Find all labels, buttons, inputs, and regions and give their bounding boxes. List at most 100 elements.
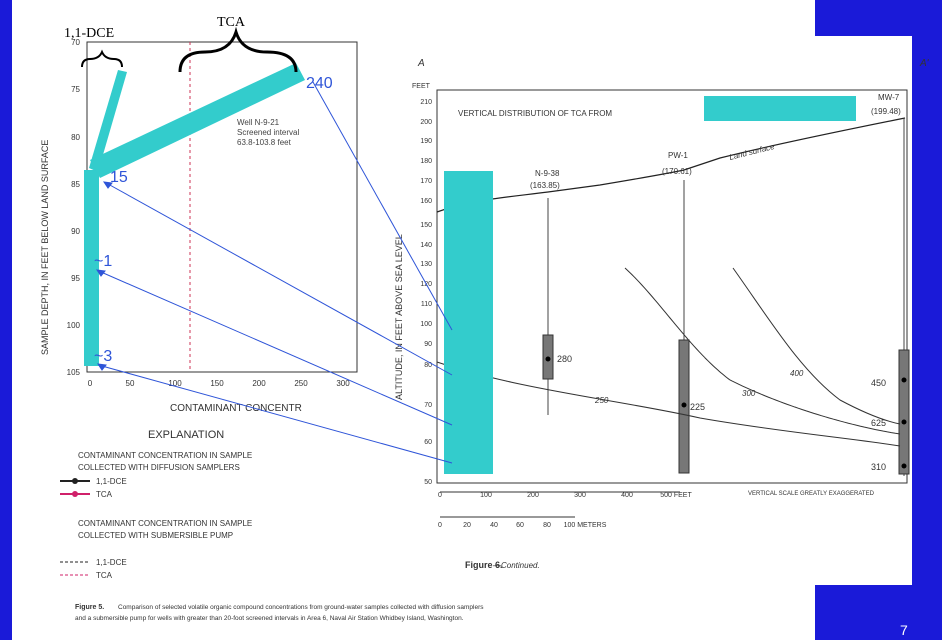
tca-brace (178, 26, 298, 73)
value-3: ~3 (94, 348, 112, 365)
value-annotations: 240 15 ~1 ~3 (94, 75, 333, 365)
well-mw7-value-b: 625 (871, 418, 886, 428)
left-x-tick: 0 (88, 379, 93, 388)
value-240: 240 (306, 75, 333, 92)
left-x-axis-label: CONTAMINANT CONCENTR (170, 403, 302, 414)
connector-arrows (95, 81, 453, 464)
well-mw7-screen (898, 349, 910, 475)
scale-meter-tick: 60 (516, 522, 524, 529)
well-pw1-name: PW-1 (668, 151, 688, 160)
contour-400 (732, 267, 901, 425)
scale-meter-tick: 80 (543, 522, 551, 529)
right-y-tick: 100 (420, 321, 432, 328)
left-x-tick: 50 (126, 379, 135, 388)
left-y-tick: 105 (67, 368, 81, 377)
well-mw7-value-a: 450 (871, 378, 886, 388)
dce-brace-label: 1,1-DCE (64, 26, 114, 41)
arrow-head (95, 269, 106, 277)
right-plot: A A' FEET VERTICAL DISTRIBUTION OF TCA F… (394, 58, 930, 570)
right-y-tick: 210 (420, 99, 432, 106)
scale-feet-tick: 500 FEET (660, 492, 692, 499)
scale-feet-tick: 100 (480, 492, 492, 499)
right-y-tick: 200 (420, 119, 432, 126)
scale-meter-tick: 0 (438, 522, 442, 529)
right-y-axis-label: ALTITUDE, IN FEET ABOVE SEA LEVEL (394, 234, 404, 400)
figure6-continued: —Continued. (492, 561, 540, 570)
legend-tca-marker (72, 491, 78, 497)
value-1: ~1 (94, 253, 112, 270)
right-y-tick: 50 (424, 479, 432, 486)
right-y-tick: 190 (420, 138, 432, 145)
tca-brace-label: TCA (217, 15, 246, 30)
left-y-tick: 70 (71, 38, 80, 47)
arrow-head (102, 181, 113, 189)
left-x-tick: 300 (336, 379, 350, 388)
explanation-pump-1: CONTAMINANT CONCENTRATION IN SAMPLE (78, 519, 252, 528)
legend-dce-label: 1,1-DCE (96, 477, 127, 486)
arrow-head (96, 363, 107, 371)
right-plot-title: VERTICAL DISTRIBUTION OF TCA FROM (458, 109, 612, 118)
left-y-tick: 90 (71, 227, 80, 236)
right-y-tick: 150 (420, 222, 432, 229)
explanation-title: EXPLANATION (148, 429, 224, 441)
dce-connector (89, 70, 127, 172)
left-x-tick: 200 (252, 379, 266, 388)
section-a2-label: A' (919, 58, 930, 69)
well-mw7-value-c: 310 (871, 462, 886, 472)
explanation-diff-1: CONTAMINANT CONCENTRATION IN SAMPLE (78, 451, 252, 460)
caption-line-2: and a submersible pump for wells with gr… (75, 615, 464, 622)
well-note-2: Screened interval (237, 128, 299, 137)
left-y-tick: 80 (71, 133, 80, 142)
right-y-tick: 180 (420, 158, 432, 165)
title-highlight (704, 96, 856, 121)
dce-highlight-bar (84, 170, 99, 366)
caption-fig-label: Figure 5. (75, 604, 104, 611)
well-n938-name: N-9-38 (535, 169, 560, 178)
figure-caption: Figure 5. Comparison of selected volatil… (75, 604, 484, 622)
scale-meter-tick: 20 (463, 522, 471, 529)
well-n938-sample (545, 356, 551, 362)
contour-300-label: 300 (742, 389, 756, 398)
arrow-240 (312, 81, 453, 331)
well-mw7-name: MW-7 (878, 93, 900, 102)
well-mw7-sample (901, 377, 907, 383)
contour-250-label: 250 (594, 396, 609, 405)
highlight-overlays (84, 63, 856, 474)
right-plot-frame (436, 89, 908, 484)
feet-label: FEET (412, 83, 431, 90)
left-x-tick: 250 (294, 379, 308, 388)
land-surface-line (436, 117, 906, 213)
legend-tca2-label: TCA (96, 571, 113, 580)
contour-400-label: 400 (790, 369, 804, 378)
well-mw7-sample (901, 463, 907, 469)
figure6-label: Figure 6. (465, 560, 503, 570)
right-y-tick: 130 (420, 261, 432, 268)
tca-highlight-band (90, 63, 305, 178)
well-mw7-sample (901, 419, 907, 425)
left-y-tick: 100 (67, 321, 81, 330)
right-y-tick: 160 (420, 198, 432, 205)
scale-meter-tick: 40 (490, 522, 498, 529)
well-pw1-sample (681, 402, 687, 408)
left-plot: Well N-9-21 Screened interval 63.8-103.8… (40, 38, 358, 414)
section-a-label: A (417, 58, 425, 69)
left-x-tick: 150 (210, 379, 224, 388)
well-n938-elev: (163.85) (530, 181, 560, 190)
right-y-tick: 70 (424, 402, 432, 409)
well-highlight-bar (444, 171, 493, 474)
right-y-tick: 170 (420, 178, 432, 185)
legend-dce2-label: 1,1-DCE (96, 558, 127, 567)
scale-meter-tick: 100 METERS (564, 522, 607, 529)
scale-feet-tick: 400 (621, 492, 633, 499)
left-y-axis-label: SAMPLE DEPTH, IN FEET BELOW LAND SURFACE (40, 140, 50, 355)
right-y-tick: 140 (420, 242, 432, 249)
scale-feet-tick: 0 (438, 492, 442, 499)
contour-300 (624, 267, 901, 435)
land-surface-label: Land surface (728, 142, 776, 162)
value-15: 15 (110, 169, 128, 186)
slide-corner-top (815, 0, 942, 36)
explanation-diff-2: COLLECTED WITH DIFFUSION SAMPLERS (78, 463, 240, 472)
left-x-tick: 100 (168, 379, 182, 388)
right-y-tick: 90 (424, 341, 432, 348)
left-y-tick: 75 (71, 85, 80, 94)
